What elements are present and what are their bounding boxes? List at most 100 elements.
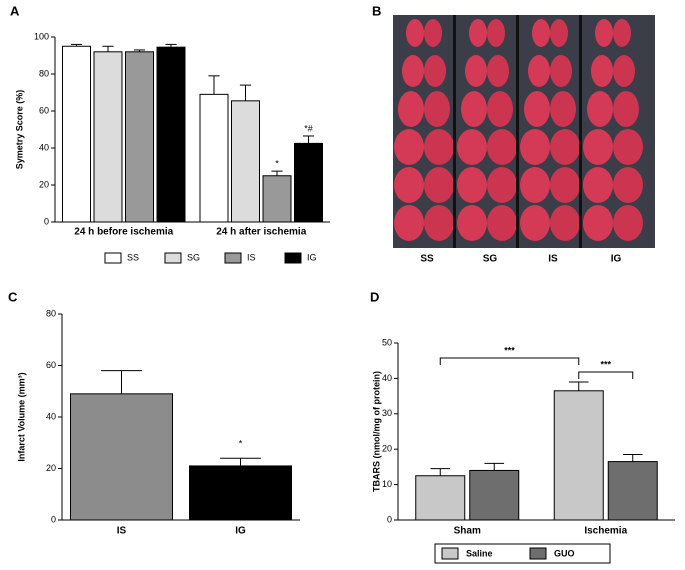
brain-slice — [424, 55, 446, 87]
brain-slice — [583, 205, 613, 241]
brain-slice — [487, 205, 517, 241]
panel-label: A — [10, 3, 20, 18]
brain-slice — [591, 55, 613, 87]
y-tick-label: 60 — [46, 360, 56, 370]
image-divider — [453, 15, 456, 248]
brain-slice — [487, 19, 505, 47]
brain-slice — [424, 19, 442, 47]
brain-slice — [424, 91, 450, 127]
bar — [262, 175, 292, 223]
bar — [231, 100, 260, 223]
significance-bracket — [578, 371, 634, 379]
x-tick-label: IS — [117, 526, 127, 537]
significance-label: *** — [600, 359, 611, 369]
panel-label: C — [8, 289, 18, 304]
brain-slice — [613, 129, 643, 165]
y-tick-label: 80 — [46, 308, 56, 318]
legend-label: IG — [307, 252, 317, 262]
brain-slice — [461, 91, 487, 127]
x-tick-label: 24 h after ischemia — [216, 227, 306, 238]
y-axis-label: Symetry Score (%) — [14, 90, 24, 170]
brain-slices-image — [393, 15, 655, 248]
y-axis-label: Infarct Volume (mm³) — [16, 372, 26, 461]
significance-label: *** — [504, 345, 515, 355]
bar — [294, 142, 323, 223]
brain-slice — [550, 19, 568, 47]
y-tick-label: 20 — [382, 444, 392, 454]
panel-label: B — [372, 3, 381, 18]
y-tick-label: 30 — [382, 408, 392, 418]
legend-swatch — [529, 547, 547, 560]
brain-slice — [520, 129, 550, 165]
y-tick-label: 0 — [44, 216, 49, 226]
image-column-label: IG — [611, 254, 622, 265]
x-tick-label: Ischemia — [584, 526, 627, 537]
bar — [93, 51, 123, 223]
y-tick-label: 20 — [39, 179, 49, 189]
brain-slice — [465, 55, 487, 87]
image-column-label: SS — [420, 254, 434, 265]
brain-slice — [487, 167, 517, 203]
y-tick-label: 100 — [34, 31, 49, 41]
brain-slice — [394, 129, 424, 165]
x-tick-label: Sham — [454, 526, 481, 537]
bar — [469, 469, 520, 521]
brain-slice — [613, 91, 639, 127]
brain-slice — [613, 55, 635, 87]
brain-slice — [487, 55, 509, 87]
brain-slice — [469, 19, 487, 47]
y-axis-label: TBARS (nmol/mg of protein) — [371, 371, 381, 492]
legend-swatch — [284, 252, 302, 264]
bar — [125, 51, 154, 223]
significance-bracket — [439, 357, 580, 365]
brain-slice — [457, 129, 487, 165]
brain-slice — [398, 91, 424, 127]
y-tick-label: 80 — [39, 68, 49, 78]
brain-slice — [520, 167, 550, 203]
image-column-label: SG — [483, 254, 498, 265]
y-tick-label: 50 — [382, 337, 392, 347]
brain-slice — [550, 55, 572, 87]
bar — [415, 475, 466, 521]
brain-slice — [524, 91, 550, 127]
legend-label: SG — [187, 252, 200, 262]
brain-slice — [532, 19, 550, 47]
legend-label: GUO — [554, 548, 575, 558]
legend-swatch — [104, 252, 122, 264]
y-tick-label: 40 — [382, 373, 392, 383]
bar — [62, 45, 91, 223]
brain-slice — [402, 55, 424, 87]
bar — [189, 465, 292, 521]
image-column-label: IS — [548, 254, 558, 265]
legend-label: Saline — [466, 548, 493, 558]
brain-slice — [394, 205, 424, 241]
brain-slice — [487, 129, 517, 165]
brain-slice — [550, 91, 576, 127]
bar — [70, 393, 173, 521]
legend-swatch — [164, 252, 182, 264]
x-tick-label: IG — [235, 526, 246, 537]
brain-slice — [520, 205, 550, 241]
brain-slice — [595, 19, 613, 47]
bar — [199, 93, 229, 223]
brain-slice — [487, 91, 513, 127]
brain-slice — [457, 205, 487, 241]
image-divider — [516, 15, 519, 248]
brain-slice — [424, 167, 454, 203]
brain-slice — [613, 19, 631, 47]
y-tick-label: 40 — [46, 411, 56, 421]
significance-mark: * — [275, 159, 279, 169]
bar — [607, 461, 658, 521]
panel-label: D — [370, 289, 379, 304]
brain-slice — [406, 19, 424, 47]
brain-slice — [613, 167, 643, 203]
bar — [553, 390, 604, 521]
brain-slice — [457, 167, 487, 203]
legend-frame — [434, 543, 611, 564]
y-tick-label: 0 — [387, 514, 392, 524]
y-tick-label: 20 — [46, 463, 56, 473]
brain-slice — [613, 205, 643, 241]
brain-slice — [550, 205, 580, 241]
y-tick-label: 60 — [39, 105, 49, 115]
